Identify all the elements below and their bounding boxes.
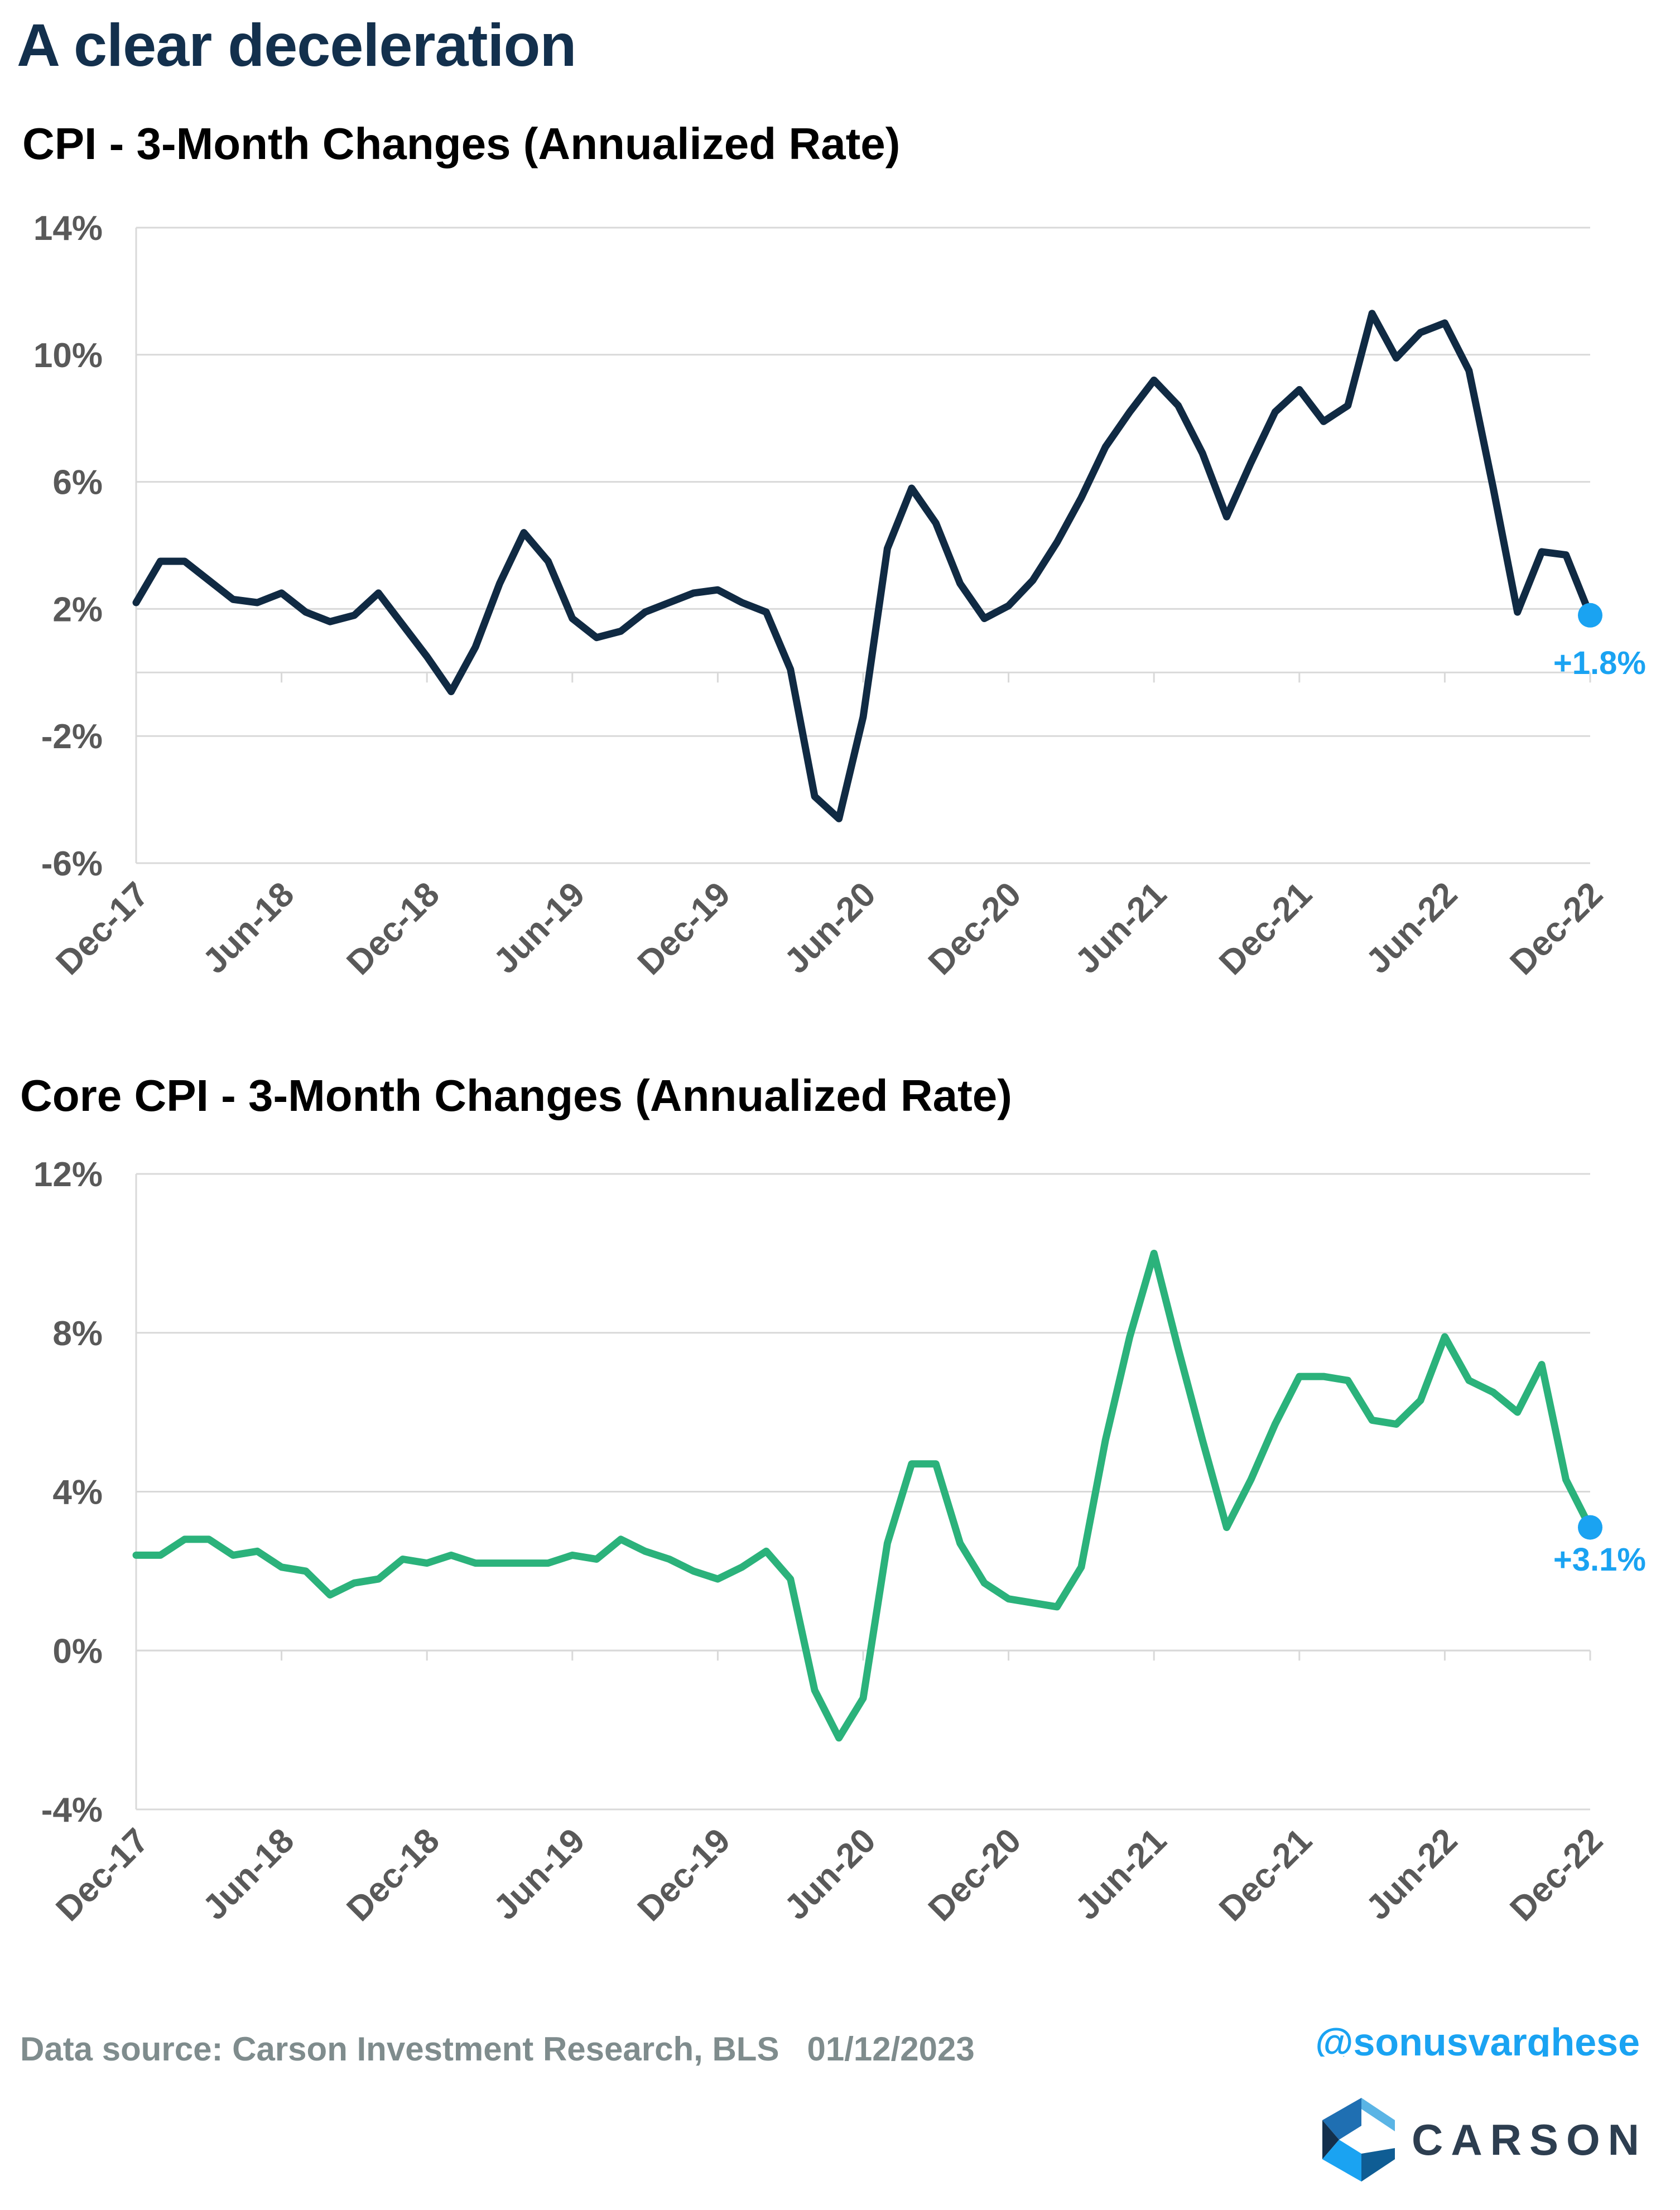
end-value-label: +1.8% bbox=[1553, 645, 1646, 681]
series-line bbox=[132, 310, 1594, 822]
x-tick-label: Jun-21 bbox=[1068, 875, 1174, 981]
x-tick-label: Dec-21 bbox=[1212, 1821, 1320, 1929]
x-tick-label: Jun-19 bbox=[487, 1821, 593, 1927]
y-tick-label: 10% bbox=[33, 336, 103, 375]
x-tick-label: Dec-20 bbox=[921, 875, 1029, 983]
cpi-chart-title: CPI - 3-Month Changes (Annualized Rate) bbox=[22, 119, 901, 168]
x-tick-label: Dec-19 bbox=[630, 1821, 738, 1929]
x-tick-label: Jun-22 bbox=[1359, 1821, 1465, 1927]
x-tick-label: Jun-20 bbox=[777, 875, 883, 981]
x-tick-label: Dec-18 bbox=[340, 1821, 447, 1929]
x-tick-label: Dec-20 bbox=[921, 1821, 1029, 1929]
x-tick-label: Jun-21 bbox=[1068, 1821, 1174, 1927]
x-tick-label: Dec-19 bbox=[630, 875, 738, 983]
y-tick-label: -6% bbox=[41, 845, 103, 883]
end-point-marker bbox=[1578, 1515, 1602, 1540]
author-handle: @sonusvarghese bbox=[1315, 2020, 1640, 2057]
y-tick-label: 8% bbox=[52, 1315, 103, 1353]
end-value-label: +3.1% bbox=[1553, 1542, 1646, 1578]
data-source-note: Data source: Carson Investment Research,… bbox=[20, 2030, 975, 2068]
x-tick-label: Dec-17 bbox=[49, 1821, 156, 1929]
x-tick-label: Jun-22 bbox=[1359, 875, 1465, 981]
y-tick-label: 12% bbox=[33, 1155, 103, 1194]
x-tick-label: Dec-18 bbox=[340, 875, 447, 983]
x-tick-label: Dec-22 bbox=[1503, 1821, 1610, 1929]
x-tick-label: Dec-17 bbox=[49, 875, 156, 983]
y-tick-label: 14% bbox=[33, 209, 103, 248]
core-cpi-chart-title: Core CPI - 3-Month Changes (Annualized R… bbox=[20, 1071, 1012, 1120]
x-tick-label: Jun-19 bbox=[487, 875, 593, 981]
x-tick-label: Jun-18 bbox=[195, 875, 301, 981]
y-tick-label: -4% bbox=[41, 1791, 103, 1829]
y-tick-label: -2% bbox=[41, 718, 103, 756]
y-tick-label: 6% bbox=[52, 464, 103, 502]
x-tick-label: Dec-21 bbox=[1212, 875, 1320, 983]
y-tick-label: 4% bbox=[52, 1474, 103, 1512]
x-tick-label: Jun-18 bbox=[195, 1821, 301, 1927]
carson-logo: CARSON bbox=[1322, 2098, 1639, 2182]
core-cpi-line-chart: -4% 0% 4% 8% 12% Dec-17 Jun-18 Dec-18 Jun-19 Dec-… bbox=[33, 1155, 1646, 1929]
x-tick-label: Jun-20 bbox=[777, 1821, 883, 1927]
series-line bbox=[132, 1249, 1594, 1742]
end-point-marker bbox=[1578, 603, 1602, 628]
y-tick-label: 0% bbox=[52, 1632, 103, 1670]
carson-logo-text: CARSON bbox=[1412, 2115, 1648, 2164]
page-title: A clear deceleration bbox=[17, 11, 576, 79]
x-tick-label: Dec-22 bbox=[1503, 875, 1610, 983]
carson-logo-mark bbox=[1322, 2098, 1395, 2182]
cpi-line-chart: -6% -2% 2% 6% 10% 14% Dec-17 Jun-18 Dec-18 Jun-19… bbox=[33, 209, 1646, 983]
y-tick-label: 2% bbox=[52, 590, 103, 629]
